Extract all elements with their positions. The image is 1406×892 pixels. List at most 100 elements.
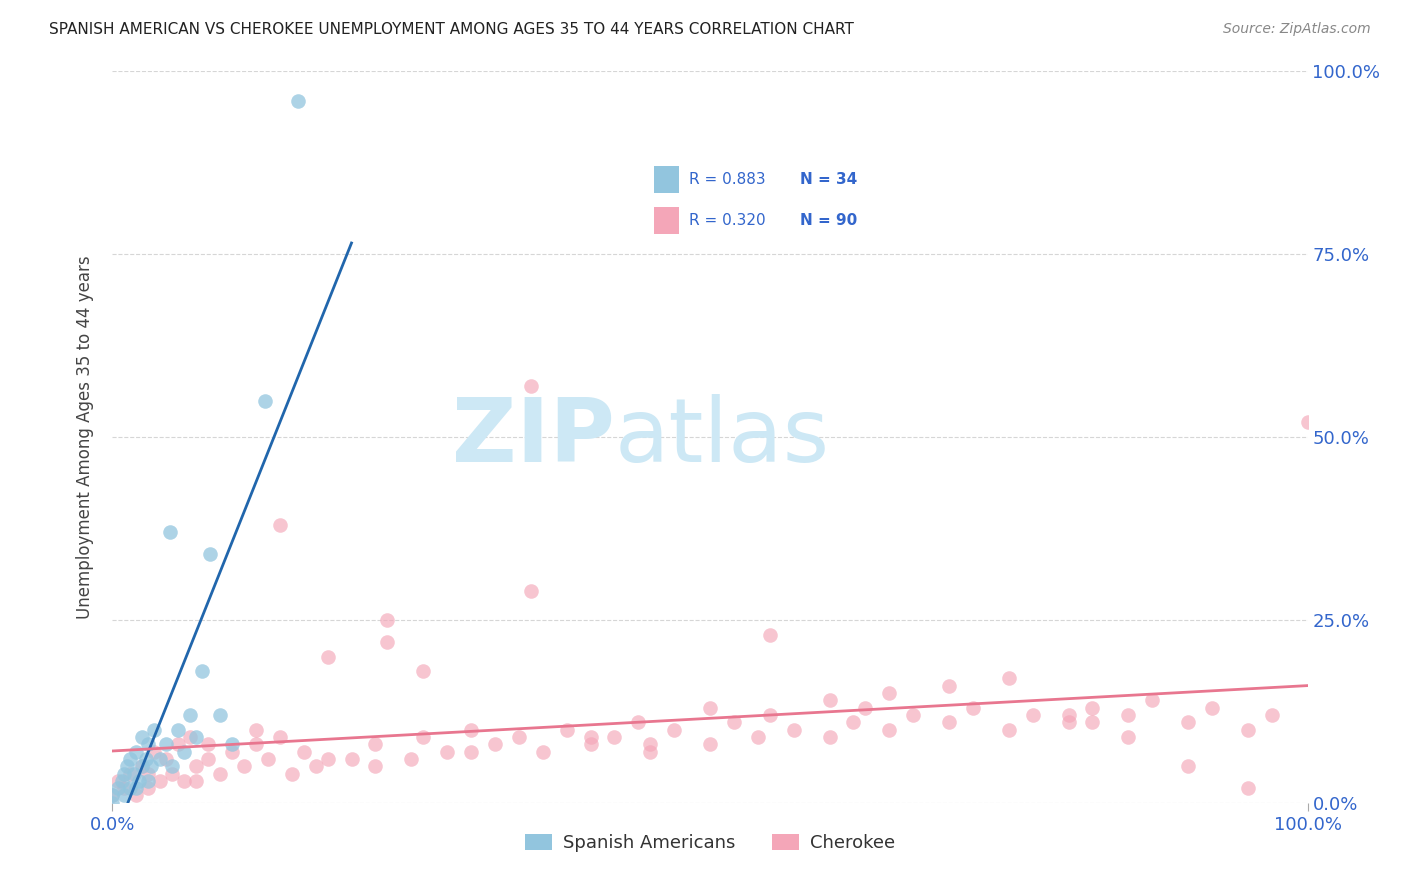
Point bbox=[531, 745, 554, 759]
Point bbox=[412, 664, 434, 678]
Legend: Spanish Americans, Cherokee: Spanish Americans, Cherokee bbox=[517, 827, 903, 860]
Point bbox=[640, 737, 662, 751]
Point bbox=[627, 715, 650, 730]
Point bbox=[128, 773, 150, 788]
Point bbox=[138, 773, 160, 788]
Point bbox=[364, 759, 387, 773]
Point bbox=[149, 752, 172, 766]
Point bbox=[1142, 693, 1164, 707]
Point bbox=[998, 723, 1021, 737]
Text: N = 34: N = 34 bbox=[800, 172, 856, 186]
Point bbox=[159, 525, 181, 540]
Point bbox=[120, 766, 142, 780]
Point bbox=[1057, 715, 1080, 730]
Point bbox=[111, 773, 134, 788]
Point bbox=[186, 759, 208, 773]
Point bbox=[316, 649, 339, 664]
Point bbox=[1022, 708, 1045, 723]
Point bbox=[139, 759, 162, 773]
Point bbox=[364, 737, 387, 751]
Point bbox=[520, 583, 543, 598]
Point bbox=[1118, 708, 1140, 723]
Point bbox=[114, 766, 135, 780]
Point bbox=[131, 759, 153, 773]
Text: SPANISH AMERICAN VS CHEROKEE UNEMPLOYMENT AMONG AGES 35 TO 44 YEARS CORRELATION : SPANISH AMERICAN VS CHEROKEE UNEMPLOYMEN… bbox=[49, 22, 853, 37]
Point bbox=[508, 730, 530, 744]
Text: ZIP: ZIP bbox=[451, 393, 614, 481]
Point bbox=[842, 715, 865, 730]
Bar bbox=[654, 166, 679, 193]
Point bbox=[191, 664, 214, 678]
Point bbox=[640, 745, 662, 759]
Point bbox=[460, 745, 482, 759]
Point bbox=[173, 773, 195, 788]
Text: atlas: atlas bbox=[614, 393, 830, 481]
Point bbox=[131, 759, 153, 773]
Point bbox=[155, 752, 177, 766]
Point bbox=[101, 789, 124, 803]
Point bbox=[460, 723, 482, 737]
Point bbox=[221, 745, 243, 759]
Point bbox=[221, 737, 243, 751]
Point bbox=[101, 789, 124, 803]
Point bbox=[484, 737, 506, 751]
Point bbox=[1057, 708, 1080, 723]
Point bbox=[281, 766, 304, 780]
Point bbox=[699, 737, 721, 751]
Point bbox=[759, 627, 782, 641]
Point bbox=[120, 781, 142, 796]
Point bbox=[245, 737, 267, 751]
Point bbox=[287, 94, 309, 108]
Point bbox=[114, 781, 135, 796]
Point bbox=[162, 759, 183, 773]
Point bbox=[1296, 416, 1319, 430]
Point bbox=[200, 547, 222, 561]
Point bbox=[401, 752, 423, 766]
Y-axis label: Unemployment Among Ages 35 to 44 years: Unemployment Among Ages 35 to 44 years bbox=[76, 255, 94, 619]
Point bbox=[520, 379, 543, 393]
Point bbox=[115, 759, 138, 773]
Point bbox=[254, 393, 277, 408]
Point bbox=[186, 773, 208, 788]
Point bbox=[233, 759, 256, 773]
Point bbox=[197, 752, 219, 766]
Point bbox=[138, 737, 160, 751]
Point bbox=[167, 723, 190, 737]
Point bbox=[125, 745, 148, 759]
Point bbox=[377, 635, 399, 649]
Point bbox=[903, 708, 925, 723]
Point bbox=[162, 766, 183, 780]
Point bbox=[269, 730, 291, 744]
Point bbox=[114, 789, 135, 803]
Point bbox=[305, 759, 328, 773]
Point bbox=[173, 745, 195, 759]
Point bbox=[1081, 715, 1104, 730]
Point bbox=[292, 745, 315, 759]
Point bbox=[269, 517, 291, 532]
Point bbox=[747, 730, 769, 744]
Point bbox=[245, 723, 267, 737]
Point bbox=[938, 715, 960, 730]
Point bbox=[122, 766, 145, 780]
Point bbox=[138, 781, 160, 796]
Point bbox=[412, 730, 434, 744]
Point bbox=[135, 752, 157, 766]
Point bbox=[1201, 700, 1223, 714]
Text: Source: ZipAtlas.com: Source: ZipAtlas.com bbox=[1223, 22, 1371, 37]
Point bbox=[1118, 730, 1140, 744]
Point bbox=[125, 781, 148, 796]
Point bbox=[759, 708, 782, 723]
Point bbox=[962, 700, 984, 714]
Point bbox=[316, 752, 339, 766]
Point bbox=[664, 723, 686, 737]
Point bbox=[101, 796, 124, 810]
Point bbox=[377, 613, 399, 627]
Point bbox=[1237, 781, 1260, 796]
Point bbox=[723, 715, 745, 730]
Point bbox=[179, 730, 201, 744]
Point bbox=[1237, 723, 1260, 737]
Point bbox=[167, 737, 190, 751]
Point bbox=[179, 708, 201, 723]
Point bbox=[1177, 715, 1199, 730]
Point bbox=[579, 737, 602, 751]
